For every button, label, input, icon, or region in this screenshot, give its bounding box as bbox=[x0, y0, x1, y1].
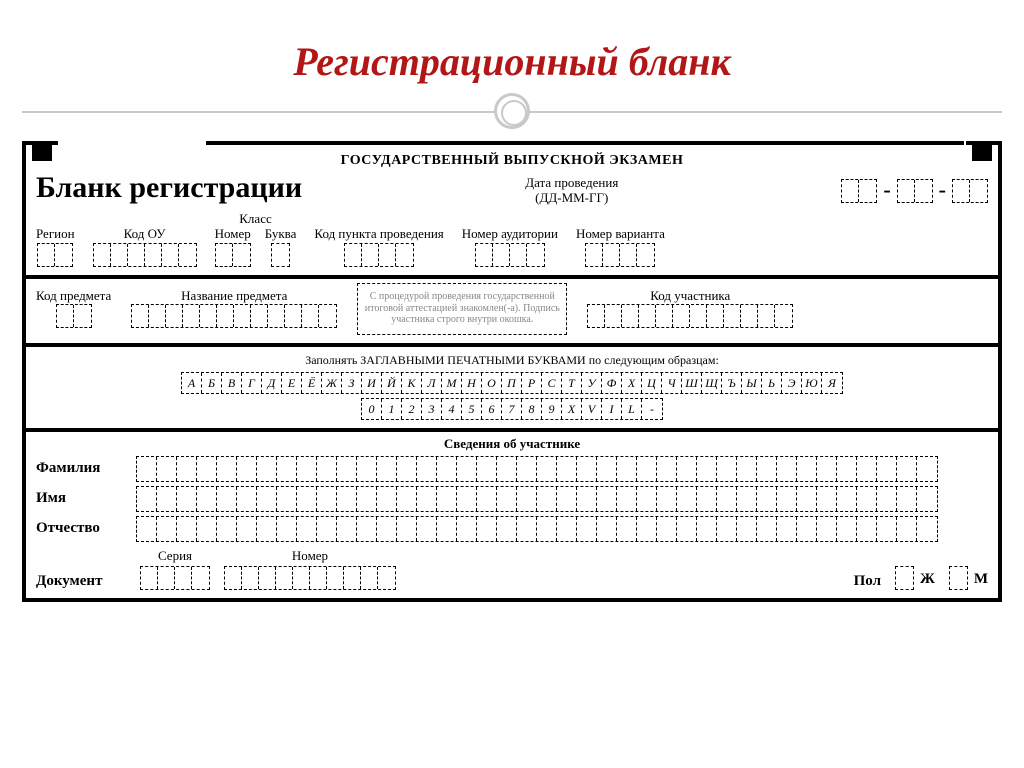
marker-square bbox=[972, 141, 992, 161]
pol-zh-letter: Ж bbox=[920, 571, 935, 588]
doc-nomer-label: Номер bbox=[292, 548, 328, 564]
pol-label: Пол bbox=[854, 573, 881, 590]
familiya-cells[interactable] bbox=[136, 456, 938, 482]
slide-title: Регистрационный бланк bbox=[22, 38, 1002, 85]
pol-m-cell[interactable] bbox=[949, 566, 968, 590]
kod-predmeta-cells[interactable] bbox=[56, 304, 92, 328]
seria-label: Серия bbox=[158, 548, 192, 564]
date-gg-cells[interactable] bbox=[952, 179, 988, 203]
sample-digits: 0123456789XVIL- bbox=[361, 398, 663, 420]
otchestvo-cells[interactable] bbox=[136, 516, 938, 542]
marker-square bbox=[32, 141, 52, 161]
otchestvo-label: Отчество bbox=[36, 520, 126, 537]
kod-uchastnika-label: Код участника bbox=[650, 289, 730, 303]
nazvanie-predmeta-label: Название предмета bbox=[181, 289, 287, 303]
kod-ou-label: Код ОУ bbox=[124, 227, 166, 241]
imya-cells[interactable] bbox=[136, 486, 938, 512]
region-cells[interactable] bbox=[37, 243, 73, 267]
nazvanie-predmeta-cells[interactable] bbox=[131, 304, 337, 328]
sample-letters: АБВГДЕЁЖЗИЙКЛМНОПРСТУФХЦЧШЩЪЫЬЭЮЯ bbox=[181, 372, 843, 394]
document-label: Документ bbox=[36, 573, 126, 590]
klass-label: Класс bbox=[215, 211, 297, 227]
date-dd-cells[interactable] bbox=[841, 179, 877, 203]
registration-form: ГОСУДАРСТВЕННЫЙ ВЫПУСКНОЙ ЭКЗАМЕН Бланк … bbox=[22, 141, 1002, 602]
divider-ornament bbox=[22, 93, 1002, 133]
date-format: (ДД-ММ-ГГ) bbox=[535, 191, 608, 205]
klass-nomer-cells[interactable] bbox=[215, 243, 251, 267]
doc-nomer-cells[interactable] bbox=[224, 566, 396, 590]
fill-instruction: Заполнять ЗАГЛАВНЫМИ ПЕЧАТНЫМИ БУКВАМИ п… bbox=[36, 353, 988, 368]
date-mm-cells[interactable] bbox=[897, 179, 933, 203]
date-separator: - bbox=[939, 177, 946, 203]
kod-punkta-label: Код пункта проведения bbox=[314, 227, 443, 241]
participant-section-title: Сведения об участнике bbox=[36, 436, 988, 452]
nomer-var-label: Номер варианта bbox=[576, 227, 665, 241]
imya-label: Имя bbox=[36, 490, 126, 507]
nomer-var-cells[interactable] bbox=[585, 243, 655, 267]
kod-ou-cells[interactable] bbox=[93, 243, 197, 267]
blank-title: Бланк регистрации bbox=[36, 171, 302, 205]
region-label: Регион bbox=[36, 227, 75, 241]
kod-punkta-cells[interactable] bbox=[344, 243, 414, 267]
nomer-label: Номер bbox=[215, 227, 251, 241]
nomer-aud-cells[interactable] bbox=[475, 243, 545, 267]
nomer-aud-label: Номер аудитории bbox=[462, 227, 558, 241]
kod-predmeta-label: Код предмета bbox=[36, 289, 111, 303]
klass-bukva-cells[interactable] bbox=[271, 243, 290, 267]
date-label: Дата проведения bbox=[525, 176, 618, 190]
kod-uchastnika-cells[interactable] bbox=[587, 304, 793, 328]
date-separator: - bbox=[883, 177, 890, 203]
bukva-label: Буква bbox=[265, 227, 297, 241]
pol-m-letter: М bbox=[974, 571, 988, 588]
pol-zh-cell[interactable] bbox=[895, 566, 914, 590]
familiya-label: Фамилия bbox=[36, 460, 126, 477]
procedure-note-box: С процедурой проведения государственной … bbox=[357, 283, 567, 335]
seria-cells[interactable] bbox=[140, 566, 210, 590]
